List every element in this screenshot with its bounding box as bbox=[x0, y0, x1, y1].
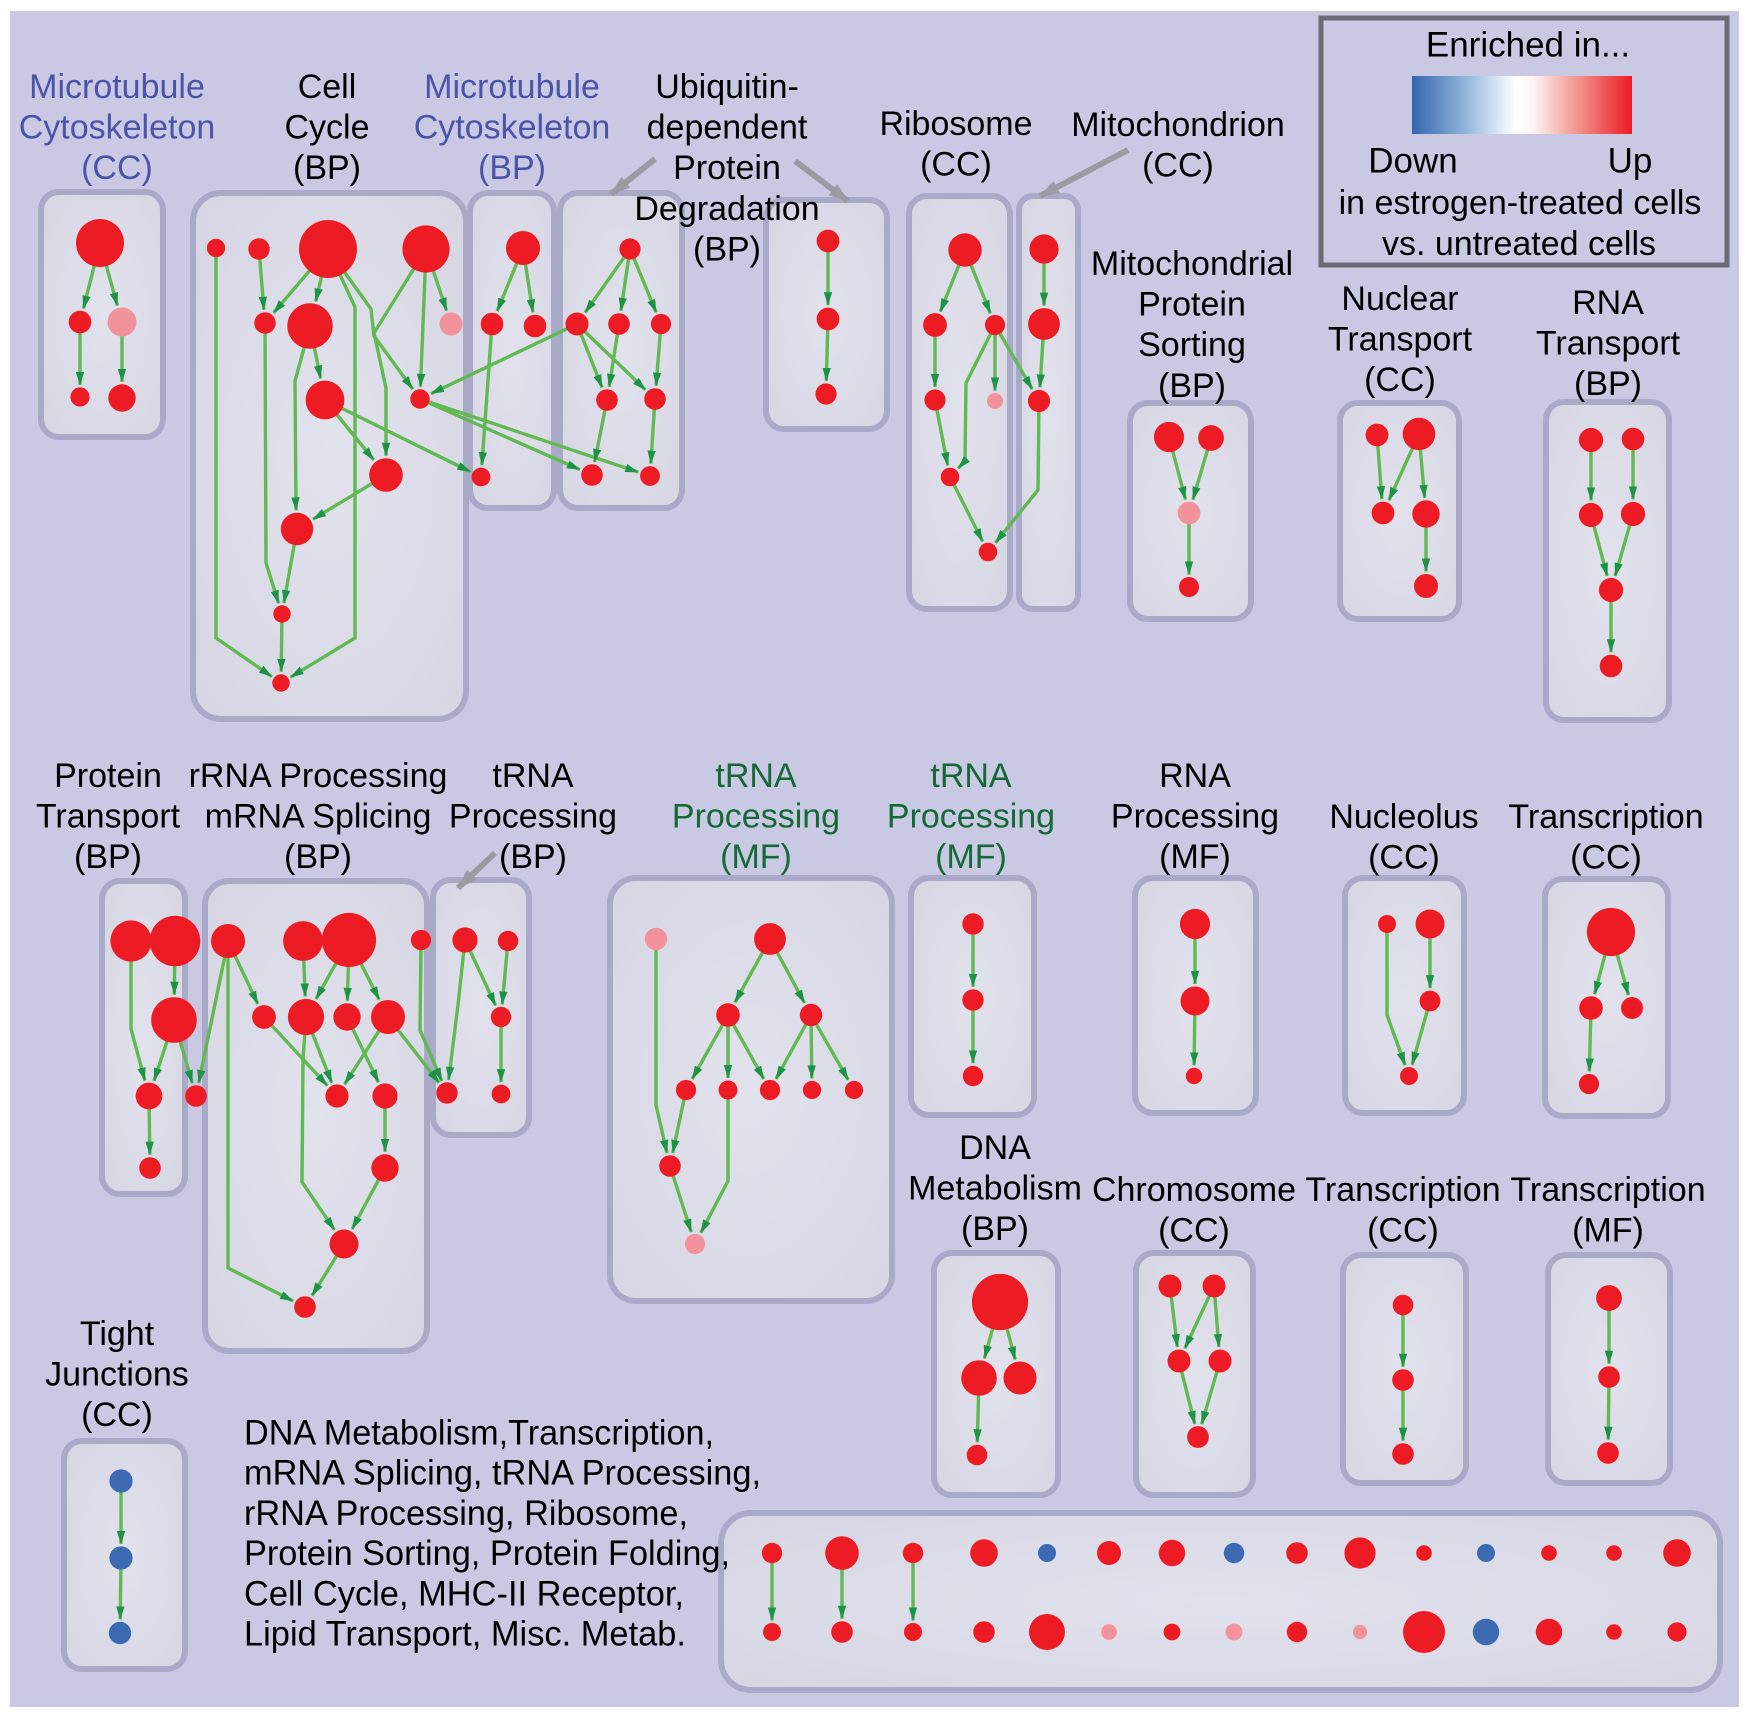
svg-text:dependent: dependent bbox=[647, 109, 808, 147]
svg-text:Cell Cycle, MHC-II Receptor,: Cell Cycle, MHC-II Receptor, bbox=[244, 1574, 684, 1613]
svg-text:(CC): (CC) bbox=[920, 146, 992, 184]
svg-text:mRNA Splicing: mRNA Splicing bbox=[205, 798, 432, 836]
svg-text:mRNA Splicing, tRNA Processing: mRNA Splicing, tRNA Processing, bbox=[244, 1454, 761, 1493]
svg-text:DNA Metabolism,Transcription,: DNA Metabolism,Transcription, bbox=[244, 1414, 714, 1453]
svg-text:Enriched in...: Enriched in... bbox=[1426, 26, 1630, 65]
svg-text:Mitochondrial: Mitochondrial bbox=[1091, 245, 1293, 283]
svg-text:Metabolism: Metabolism bbox=[908, 1170, 1082, 1208]
svg-text:(BP): (BP) bbox=[74, 838, 142, 876]
svg-text:(CC): (CC) bbox=[1570, 839, 1642, 877]
svg-text:Nucleolus: Nucleolus bbox=[1329, 798, 1478, 836]
svg-text:(BP): (BP) bbox=[1574, 365, 1642, 403]
svg-text:Processing: Processing bbox=[449, 798, 617, 836]
svg-text:RNA: RNA bbox=[1159, 757, 1231, 795]
svg-text:Lipid Transport, Misc. Metab.: Lipid Transport, Misc. Metab. bbox=[244, 1615, 686, 1654]
svg-text:Transport: Transport bbox=[1536, 325, 1681, 363]
svg-text:Transport: Transport bbox=[36, 798, 181, 836]
svg-text:tRNA: tRNA bbox=[715, 757, 797, 795]
svg-text:Protein: Protein bbox=[1138, 286, 1246, 324]
svg-text:(CC): (CC) bbox=[81, 1396, 153, 1434]
svg-text:(MF): (MF) bbox=[1159, 838, 1231, 876]
svg-text:in estrogen-treated cells: in estrogen-treated cells bbox=[1339, 184, 1702, 222]
svg-text:(CC): (CC) bbox=[1142, 147, 1214, 185]
svg-text:(BP): (BP) bbox=[499, 838, 567, 876]
svg-text:Chromosome: Chromosome bbox=[1092, 1171, 1296, 1209]
svg-text:Transcription: Transcription bbox=[1305, 1171, 1500, 1209]
svg-text:(CC): (CC) bbox=[81, 149, 153, 187]
svg-text:Degradation: Degradation bbox=[634, 190, 819, 228]
svg-text:Protein: Protein bbox=[673, 149, 781, 187]
svg-text:(CC): (CC) bbox=[1158, 1212, 1230, 1250]
svg-text:(BP): (BP) bbox=[284, 838, 352, 876]
svg-text:Ubiquitin-: Ubiquitin- bbox=[655, 68, 799, 106]
svg-text:Processing: Processing bbox=[887, 798, 1055, 836]
svg-text:Up: Up bbox=[1608, 142, 1653, 181]
svg-text:DNA: DNA bbox=[959, 1129, 1031, 1167]
svg-text:(CC): (CC) bbox=[1367, 1212, 1439, 1250]
svg-text:tRNA: tRNA bbox=[492, 757, 574, 795]
svg-text:Mitochondrion: Mitochondrion bbox=[1071, 106, 1285, 144]
svg-text:Transcription: Transcription bbox=[1508, 798, 1703, 836]
svg-text:rRNA Processing: rRNA Processing bbox=[189, 757, 448, 795]
svg-text:(CC): (CC) bbox=[1368, 839, 1440, 877]
svg-text:Protein: Protein bbox=[54, 757, 162, 795]
svg-text:Cycle: Cycle bbox=[284, 109, 369, 147]
svg-text:Ribosome: Ribosome bbox=[879, 105, 1032, 143]
svg-text:Processing: Processing bbox=[672, 798, 840, 836]
svg-text:(BP): (BP) bbox=[1158, 367, 1226, 405]
svg-text:(CC): (CC) bbox=[1364, 361, 1436, 399]
svg-text:Down: Down bbox=[1368, 142, 1457, 181]
svg-text:Cytoskeleton: Cytoskeleton bbox=[414, 109, 611, 147]
svg-text:(BP): (BP) bbox=[961, 1210, 1029, 1248]
svg-text:rRNA Processing, Ribosome,: rRNA Processing, Ribosome, bbox=[244, 1494, 688, 1533]
svg-text:(BP): (BP) bbox=[478, 149, 546, 187]
svg-text:(BP): (BP) bbox=[693, 230, 761, 268]
svg-text:Transcription: Transcription bbox=[1510, 1171, 1705, 1209]
svg-text:Cell: Cell bbox=[298, 68, 357, 106]
svg-text:Transport: Transport bbox=[1328, 321, 1473, 359]
svg-text:vs. untreated cells: vs. untreated cells bbox=[1382, 225, 1656, 263]
svg-text:Cytoskeleton: Cytoskeleton bbox=[19, 109, 216, 147]
svg-text:(MF): (MF) bbox=[935, 838, 1007, 876]
svg-text:(BP): (BP) bbox=[293, 149, 361, 187]
svg-text:Protein Sorting, Protein Foldi: Protein Sorting, Protein Folding, bbox=[244, 1534, 730, 1573]
svg-text:Tight: Tight bbox=[80, 1315, 155, 1353]
svg-text:(MF): (MF) bbox=[720, 838, 792, 876]
svg-text:Microtubule: Microtubule bbox=[29, 68, 205, 106]
svg-text:tRNA: tRNA bbox=[930, 757, 1012, 795]
svg-text:(MF): (MF) bbox=[1572, 1212, 1644, 1250]
svg-text:RNA: RNA bbox=[1572, 284, 1644, 322]
svg-text:Nuclear: Nuclear bbox=[1341, 280, 1458, 318]
svg-text:Microtubule: Microtubule bbox=[424, 68, 600, 106]
svg-text:Sorting: Sorting bbox=[1138, 326, 1246, 364]
svg-text:Processing: Processing bbox=[1111, 798, 1279, 836]
svg-text:Junctions: Junctions bbox=[45, 1356, 189, 1394]
